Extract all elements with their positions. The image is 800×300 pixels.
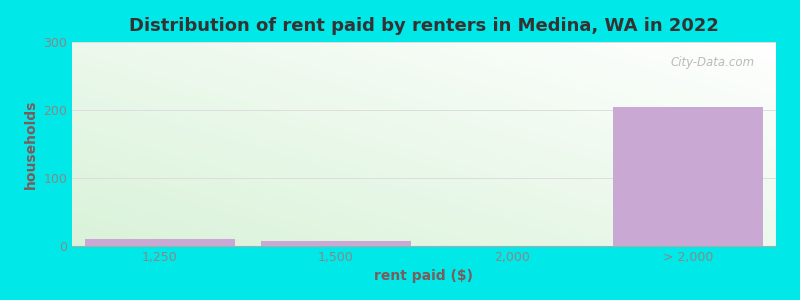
Title: Distribution of rent paid by renters in Medina, WA in 2022: Distribution of rent paid by renters in … [129, 17, 719, 35]
X-axis label: rent paid ($): rent paid ($) [374, 269, 474, 284]
Bar [614, 106, 763, 246]
Y-axis label: households: households [24, 99, 38, 189]
Text: City-Data.com: City-Data.com [670, 56, 755, 69]
Bar [86, 239, 235, 246]
Bar [261, 241, 411, 246]
